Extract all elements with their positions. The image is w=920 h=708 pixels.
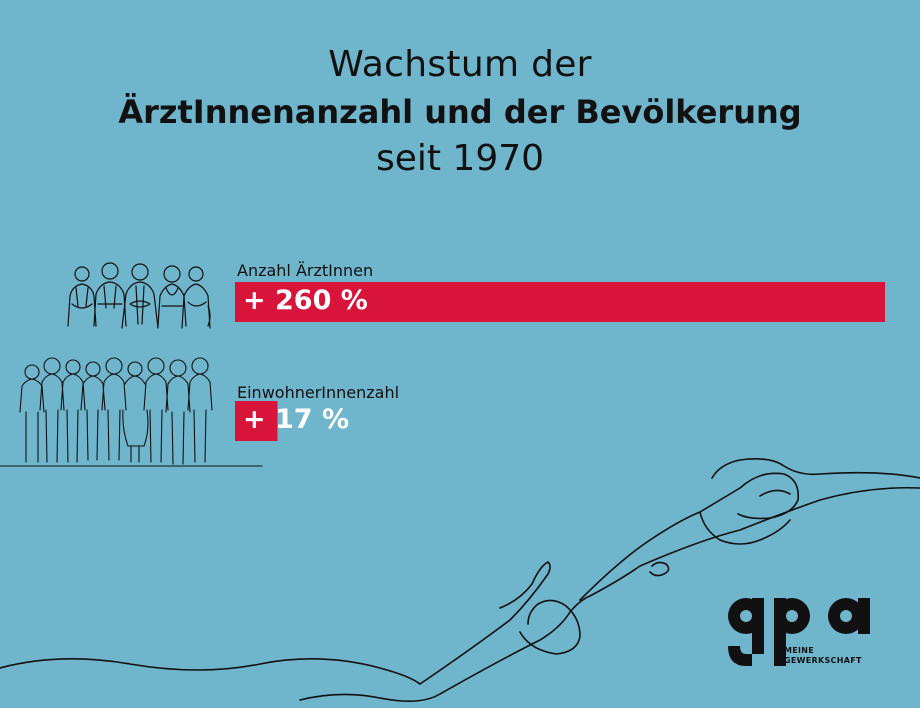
data-label-einwohnerinnen: + 17 % [243,404,350,435]
chart-title: Wachstum der ÄrztInnenanzahl und der Bev… [0,42,920,182]
gpa-logo-icon [728,598,870,666]
logo-tagline-line-1: MEINE [784,646,815,655]
title-line-3: seit 1970 [375,138,545,179]
title-line-2: ÄrztInnenanzahl und der Bevölkerung [118,93,802,131]
gpa-wordmark-icon [728,598,870,666]
bar-anzahl-aerztinnen [235,282,885,322]
category-label-einwohnerinnen: EinwohnerInnenzahl [237,383,400,402]
bar-einwohnerinnenzahl [235,401,278,441]
crowd-icon [0,357,263,467]
gpa-logo: MEINE GEWERKSCHAFT [724,590,894,680]
logo-tagline: MEINE GEWERKSCHAFT [784,646,862,666]
doctors-group-icon [67,262,211,329]
title-line-1: Wachstum der [328,44,592,85]
data-label-aerztinnen: + 260 % [243,285,368,316]
swimmer-line-art-icon [0,458,920,702]
category-label-aerztinnen: Anzahl ÄrztInnen [237,261,374,280]
logo-tagline-line-2: GEWERKSCHAFT [784,656,862,665]
